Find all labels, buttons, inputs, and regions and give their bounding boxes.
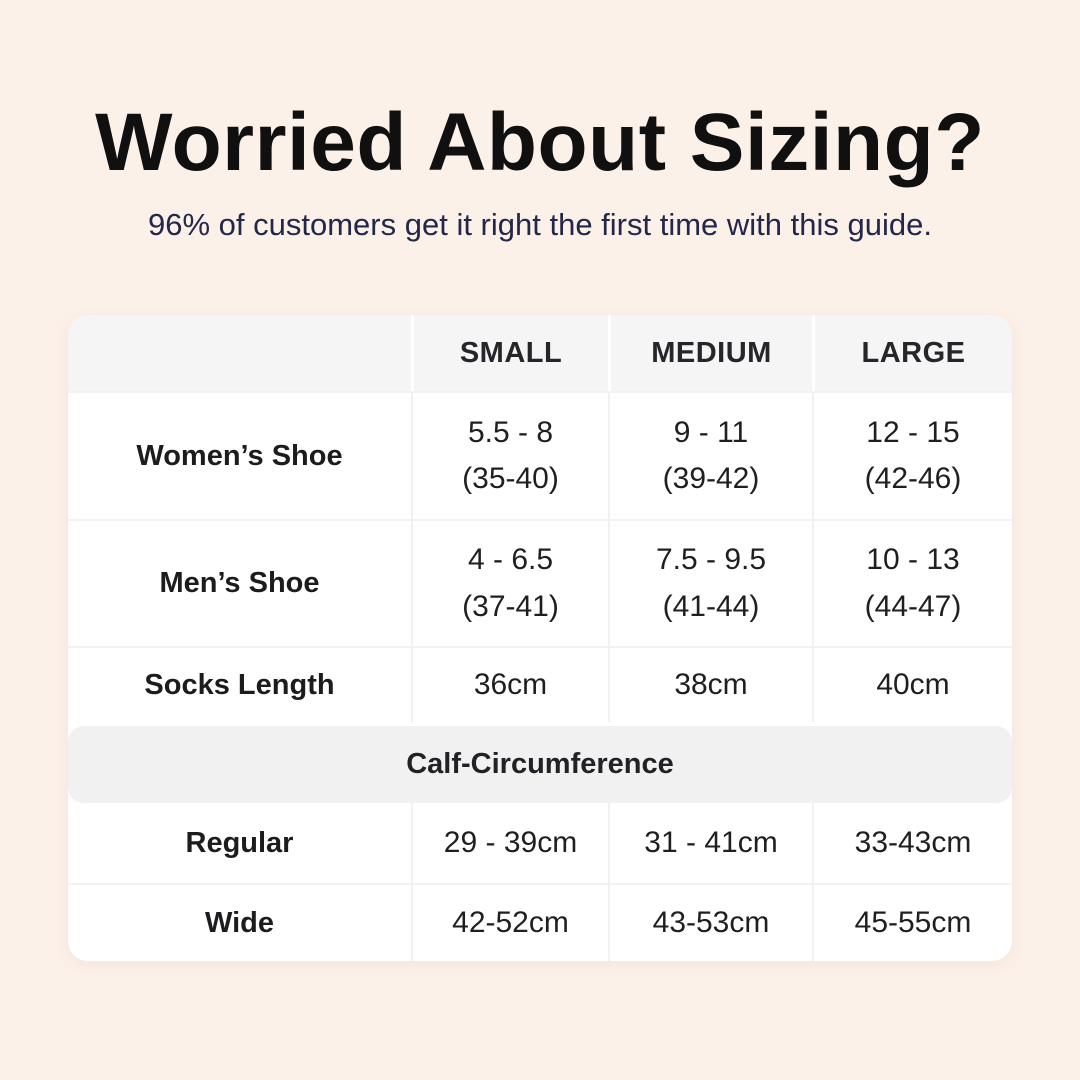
column-header-empty xyxy=(68,315,411,391)
page-subtitle: 96% of customers get it right the first … xyxy=(148,207,932,242)
row-womens-shoe: Women’s Shoe 5.5 - 8 (35-40) 9 - 11 (39-… xyxy=(68,391,1012,519)
table-cell: 43-53cm xyxy=(608,885,812,961)
section-header-row: Calf-Circumference xyxy=(68,722,1012,803)
row-label: Women’s Shoe xyxy=(136,439,343,472)
table-header-row: SMALL MEDIUM LARGE xyxy=(68,315,1012,391)
row-label: Men’s Shoe xyxy=(159,567,320,599)
table-cell: 40cm xyxy=(812,648,1012,722)
table-cell: 9 - 11 (39-42) xyxy=(608,393,812,519)
row-label: Regular xyxy=(185,826,294,859)
row-label: Wide xyxy=(204,906,275,939)
page-title: Worried About Sizing? xyxy=(95,97,985,188)
table-cell: 29 - 39cm xyxy=(411,803,608,883)
row-regular: Regular 29 - 39cm 31 - 41cm 33-43cm xyxy=(68,803,1012,883)
table-cell: 10 - 13 (44-47) xyxy=(812,521,1012,646)
column-header-small: SMALL xyxy=(411,315,608,391)
size-chart-table: SMALL MEDIUM LARGE Women’s Shoe 5.5 - 8 … xyxy=(68,315,1012,961)
table-cell: 12 - 15 (42-46) xyxy=(812,393,1012,519)
column-header-medium: MEDIUM xyxy=(608,315,812,391)
table-cell: 5.5 - 8 (35-40) xyxy=(411,393,608,519)
row-wide: Wide 42-52cm 43-53cm 45-55cm xyxy=(68,883,1012,961)
section-header-calf-circumference: Calf-Circumference xyxy=(68,726,1012,803)
table-cell: 36cm xyxy=(411,648,608,722)
row-mens-shoe: Men’s Shoe 4 - 6.5 (37-41) 7.5 - 9.5 (41… xyxy=(68,519,1012,646)
table-cell: 7.5 - 9.5 (41-44) xyxy=(608,521,812,646)
table-cell: 38cm xyxy=(608,648,812,722)
table-cell: 45-55cm xyxy=(812,885,1012,961)
table-cell: 31 - 41cm xyxy=(608,803,812,883)
row-socks-length: Socks Length 36cm 38cm 40cm xyxy=(68,646,1012,722)
table-cell: 33-43cm xyxy=(812,803,1012,883)
table-cell: 42-52cm xyxy=(411,885,608,961)
table-cell: 4 - 6.5 (37-41) xyxy=(411,521,608,646)
column-header-large: LARGE xyxy=(812,315,1012,391)
row-label: Socks Length xyxy=(144,668,335,701)
